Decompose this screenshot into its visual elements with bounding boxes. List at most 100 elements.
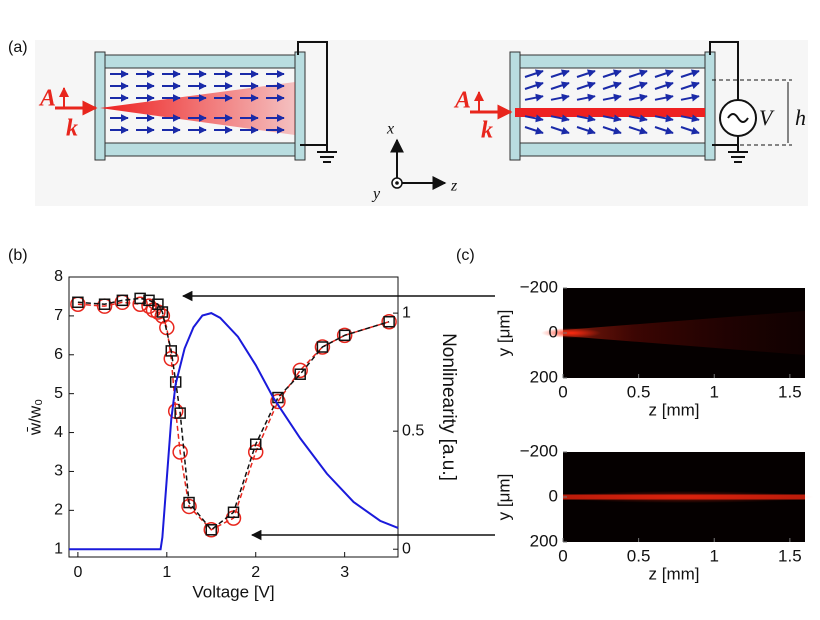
field-arrow <box>550 81 570 90</box>
field-arrow <box>550 93 570 102</box>
data-point <box>205 524 218 536</box>
field-arrow <box>576 126 596 135</box>
panel-label: (a) <box>8 39 28 56</box>
data-point <box>156 306 169 318</box>
series-line <box>77 301 390 531</box>
field-arrow <box>680 69 700 78</box>
field-arrow <box>680 114 700 123</box>
y-tick-label: 7 <box>54 307 63 324</box>
axis-x-symbol: x <box>386 121 394 138</box>
y-tick-label: 200 <box>530 367 558 386</box>
series-line <box>77 297 390 531</box>
field-arrow <box>602 69 622 78</box>
data-point <box>292 362 308 379</box>
cell-left <box>55 41 337 163</box>
data-point <box>174 407 186 419</box>
data-point <box>314 339 331 355</box>
field-arrow <box>628 93 648 102</box>
field-arrow <box>628 69 648 78</box>
coord-axes <box>390 138 447 190</box>
x-tick-label: 1 <box>710 382 719 401</box>
y2-tick-label: 0 <box>402 540 411 557</box>
symbol-a: A <box>453 88 471 114</box>
field-arrow <box>680 93 700 102</box>
y-tick-label: −200 <box>520 277 558 296</box>
data-point <box>316 341 329 353</box>
panel-label: (c) <box>456 247 475 264</box>
data-point <box>383 315 395 328</box>
y-tick-label: 3 <box>54 463 63 480</box>
y-tick-label: 8 <box>54 268 63 285</box>
x-tick-label: 0 <box>558 546 567 565</box>
field-arrow <box>628 81 648 90</box>
beam-focus <box>541 328 601 338</box>
y-tick-label: 1 <box>54 540 63 557</box>
field-arrow <box>654 69 674 78</box>
y-tick-label: −200 <box>520 441 558 460</box>
data-point <box>336 327 353 344</box>
symbol-v: V <box>759 105 775 130</box>
cell-right <box>470 41 792 163</box>
plot-frame <box>68 276 399 558</box>
field-arrow <box>550 114 570 123</box>
beam <box>563 311 805 355</box>
x-tick-label: 0.5 <box>627 382 651 401</box>
x-tick-label: 1 <box>710 546 719 565</box>
data-point <box>132 296 148 312</box>
axis-z-symbol: z <box>450 178 458 195</box>
data-point <box>294 368 306 380</box>
y-tick-label: 0 <box>549 486 558 505</box>
x-tick-label: 3 <box>340 564 349 581</box>
data-point <box>134 292 146 305</box>
x-axis-label: z [mm] <box>649 564 700 583</box>
y-tick-label: 5 <box>54 385 63 402</box>
data-point <box>98 298 111 310</box>
field-arrow <box>680 126 700 135</box>
x-axis-label: Voltage [V] <box>192 582 274 601</box>
axis-y-symbol: y <box>371 186 381 203</box>
field-arrow <box>602 126 622 135</box>
field-arrow <box>602 81 622 90</box>
data-point <box>203 522 220 538</box>
y2-tick-label: 1 <box>402 304 411 321</box>
field-arrow <box>654 126 674 135</box>
field-arrow <box>628 126 648 135</box>
field-arrow <box>576 69 596 78</box>
symbol-k: k <box>481 118 493 144</box>
data-point <box>172 444 188 460</box>
x-tick-label: 1.5 <box>778 382 802 401</box>
y-axis-label: y [μm] <box>494 474 513 521</box>
field-arrow <box>680 81 700 90</box>
data-point <box>183 496 195 509</box>
field-arrow <box>524 69 544 78</box>
data-point <box>116 294 129 307</box>
field-arrow <box>654 114 674 123</box>
y-axis-label: w̄/w₀ <box>25 399 44 436</box>
data-point <box>165 345 178 357</box>
field-arrow <box>654 93 674 102</box>
x-tick-label: 0 <box>73 564 82 581</box>
field-arrow <box>602 114 622 123</box>
data-point <box>227 506 240 519</box>
data-point <box>72 296 84 309</box>
series-line <box>69 312 399 551</box>
x-tick-label: 0.5 <box>627 546 651 565</box>
data-point <box>338 329 351 342</box>
field-arrow <box>628 114 648 123</box>
field-arrow <box>576 114 596 123</box>
field-arrow <box>524 81 544 90</box>
y-tick-label: 4 <box>54 424 63 441</box>
beam-glow <box>554 491 814 503</box>
y-tick-label: 0 <box>549 322 558 341</box>
field-arrow <box>654 81 674 90</box>
x-tick-label: 1.5 <box>778 546 802 565</box>
y-tick-label: 6 <box>54 346 63 363</box>
field-arrow <box>524 114 544 123</box>
y-tick-label: 2 <box>54 502 63 519</box>
field-arrow <box>576 93 596 102</box>
panel-label: (b) <box>8 247 28 264</box>
data-point <box>143 294 155 307</box>
x-tick-label: 0 <box>558 382 567 401</box>
x-tick-label: 2 <box>251 564 260 581</box>
